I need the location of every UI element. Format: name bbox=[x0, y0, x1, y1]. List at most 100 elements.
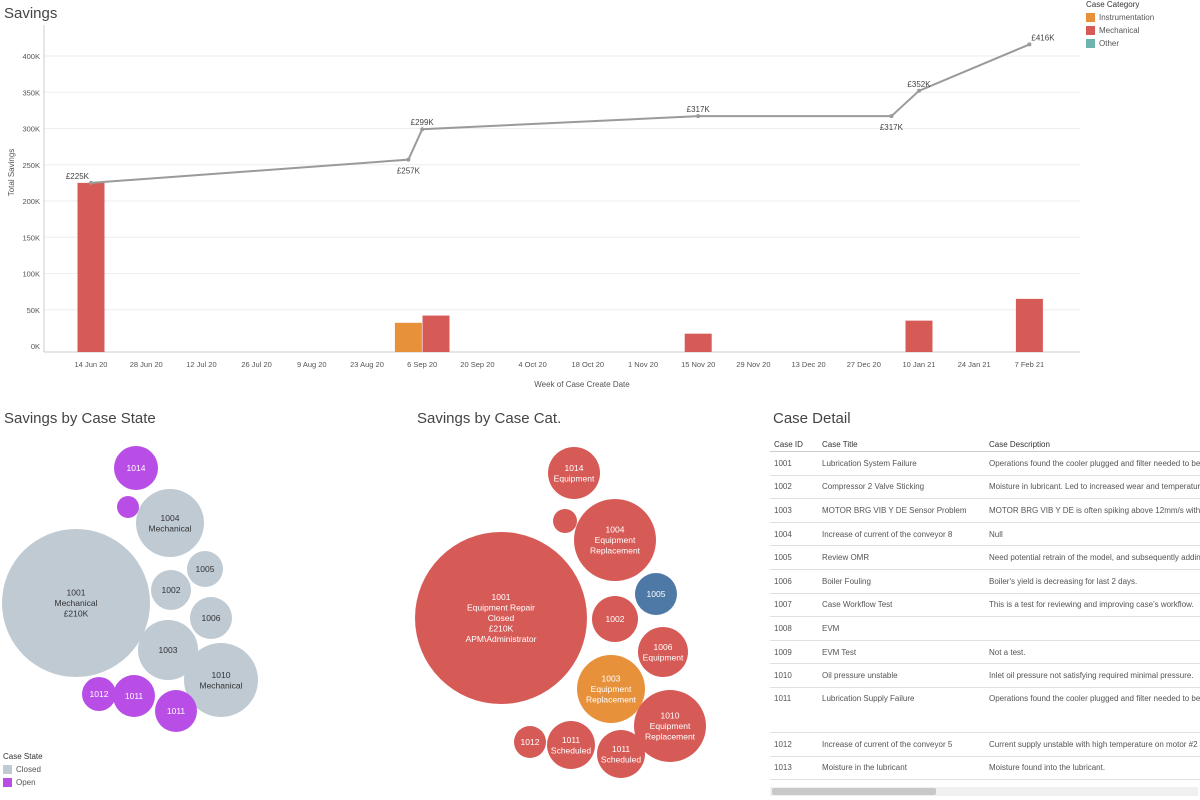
bubble bbox=[113, 675, 155, 717]
x-tick-label: 9 Aug 20 bbox=[297, 360, 327, 369]
table-row[interactable]: 1009 EVM Test Not a test. bbox=[770, 640, 1200, 665]
column-header-case-id[interactable]: Case ID bbox=[770, 437, 818, 452]
y-tick-label: 250K bbox=[22, 161, 40, 170]
bubble-label: Equipment Repair bbox=[467, 603, 535, 613]
table-row[interactable]: 1005 Review OMR Need potential retrain of … bbox=[770, 545, 1200, 570]
column-header-case-title[interactable]: Case Title bbox=[818, 437, 985, 452]
bar bbox=[77, 182, 105, 352]
case-title-cell: Compressor 2 Valve Sticking bbox=[818, 475, 985, 500]
bar bbox=[684, 333, 712, 352]
scrollbar-thumb[interactable] bbox=[772, 788, 936, 795]
bubble-label: 1010 bbox=[661, 711, 680, 721]
table-row[interactable]: 1010 Oil pressure unstable Inlet oil press… bbox=[770, 663, 1200, 688]
bubble-label: 1014 bbox=[565, 463, 584, 473]
legend-item-instrumentation[interactable]: Instrumentation bbox=[1086, 13, 1196, 22]
legend-swatch-icon bbox=[1086, 13, 1095, 22]
legend-item-open[interactable]: Open bbox=[3, 778, 43, 787]
bubble-label: Closed bbox=[488, 613, 515, 623]
case-description-cell: Operations found the cooler plugged and … bbox=[985, 451, 1200, 476]
horizontal-scrollbar[interactable] bbox=[770, 787, 1198, 796]
case-detail-table: Case ID Case Title Case Description 1001… bbox=[770, 437, 1200, 787]
table-row[interactable]: 1013 Moisture in the lubricant Moisture fo… bbox=[770, 756, 1200, 781]
bubble-label: 1004 bbox=[606, 525, 625, 535]
case-title-cell: MOTOR BRG VIB Y DE Sensor Problem bbox=[818, 498, 985, 523]
case-description-cell: Operations found the cooler plugged and … bbox=[985, 687, 1200, 733]
bubble-label: Equipment bbox=[591, 684, 632, 694]
case-description-cell: Moisture in lubricant. Led to increased … bbox=[985, 475, 1200, 500]
x-tick-label: 6 Sep 20 bbox=[407, 360, 437, 369]
case-title-cell: Lubrication Supply Failure bbox=[818, 687, 985, 733]
legend-swatch-icon bbox=[1086, 39, 1095, 48]
x-tick-label: 4 Oct 20 bbox=[518, 360, 546, 369]
legend-item-other[interactable]: Other bbox=[1086, 39, 1196, 48]
bubble-label: Mechanical bbox=[149, 523, 192, 533]
case-description-cell: Current supply unstable with high temper… bbox=[985, 732, 1200, 757]
legend-label: Mechanical bbox=[1099, 26, 1140, 35]
bubble-label: Equipment bbox=[650, 721, 691, 731]
bubble bbox=[190, 597, 232, 639]
bubble bbox=[114, 446, 158, 490]
bubble bbox=[634, 690, 706, 762]
table-row[interactable]: 1014Permanent cavitationPump has shown c… bbox=[770, 779, 1200, 787]
case-description-cell: Moisture found into the lubricant. bbox=[985, 756, 1200, 781]
case-detail-table-container[interactable]: Case ID Case Title Case Description 1001… bbox=[770, 437, 1200, 787]
bubble bbox=[2, 529, 150, 677]
case-state-title: Savings by Case State bbox=[4, 410, 156, 427]
case-id-cell: 1001 bbox=[770, 451, 818, 476]
bubble bbox=[574, 499, 656, 581]
case-description-cell: Need potential retrain of the model, and… bbox=[985, 545, 1200, 570]
table-row[interactable]: 1001 Lubrication System Failure Operations… bbox=[770, 451, 1200, 476]
case-state-bubble-chart: 10141004Mechanical1001Mechanical£210K100… bbox=[2, 446, 258, 732]
bubble-label: Mechanical bbox=[200, 680, 243, 690]
bubble bbox=[547, 721, 595, 769]
x-tick-label: 7 Feb 21 bbox=[1015, 360, 1045, 369]
bubble-label: 1006 bbox=[202, 613, 221, 623]
case-id-cell: 1013 bbox=[770, 756, 818, 781]
table-row[interactable]: 1003 MOTOR BRG VIB Y DE Sensor Problem MOT… bbox=[770, 498, 1200, 523]
case-id-cell: 1002 bbox=[770, 475, 818, 500]
legend-swatch-icon bbox=[3, 765, 12, 774]
case-description-cell bbox=[985, 616, 1200, 641]
table-row[interactable]: 1002 Compressor 2 Valve Sticking Moisture … bbox=[770, 475, 1200, 500]
line-point bbox=[696, 114, 701, 119]
table-row[interactable]: 1008 EVM bbox=[770, 616, 1200, 641]
bubble-label: Equipment bbox=[595, 535, 636, 545]
legend-label: Other bbox=[1099, 39, 1120, 48]
case-id-cell: 1011 bbox=[770, 687, 818, 733]
bubble bbox=[638, 627, 688, 677]
bubble-label: Equipment bbox=[643, 652, 684, 662]
bar bbox=[394, 322, 422, 352]
x-tick-label: 12 Jul 20 bbox=[186, 360, 216, 369]
y-tick-label: 400K bbox=[22, 52, 40, 61]
table-row[interactable]: 1006 Boiler Fouling Boiler's yield is decr… bbox=[770, 569, 1200, 594]
legend-item-mechanical[interactable]: Mechanical bbox=[1086, 26, 1196, 35]
x-tick-label: 14 Jun 20 bbox=[75, 360, 108, 369]
case-id-cell: 1004 bbox=[770, 522, 818, 547]
x-tick-label: 18 Oct 20 bbox=[572, 360, 605, 369]
table-row[interactable]: 1007 Case Workflow Test This is a test for… bbox=[770, 593, 1200, 618]
bubble bbox=[577, 655, 645, 723]
case-title-cell: Lubrication System Failure bbox=[818, 451, 985, 476]
legend-swatch-icon bbox=[1086, 26, 1095, 35]
bubble-label: 1003 bbox=[602, 674, 621, 684]
y-tick-label: 200K bbox=[22, 197, 40, 206]
y-tick-label: 50K bbox=[27, 306, 40, 315]
bubble-label: Equipment bbox=[554, 473, 595, 483]
column-header-case-description[interactable]: Case Description bbox=[985, 437, 1200, 452]
x-tick-label: 10 Jan 21 bbox=[903, 360, 936, 369]
line-point bbox=[420, 127, 425, 132]
legend-item-closed[interactable]: Closed bbox=[3, 765, 43, 774]
bar bbox=[905, 320, 933, 352]
bubble-label: 1012 bbox=[90, 689, 109, 699]
case-id-cell: 1012 bbox=[770, 732, 818, 757]
table-row[interactable]: 1011 Lubrication Supply Failure Operations… bbox=[770, 687, 1200, 733]
y-tick-label: 150K bbox=[22, 233, 40, 242]
bubble-label: 1010 bbox=[212, 670, 231, 680]
bubble bbox=[597, 730, 645, 778]
table-header-row: Case ID Case Title Case Description bbox=[770, 437, 1200, 452]
case-id-cell: 1005 bbox=[770, 545, 818, 570]
legend-swatch-icon bbox=[3, 778, 12, 787]
bubble-label: 1006 bbox=[654, 642, 673, 652]
table-row[interactable]: 1012 Increase of current of the conveyor … bbox=[770, 732, 1200, 757]
table-row[interactable]: 1004 Increase of current of the conveyor … bbox=[770, 522, 1200, 547]
